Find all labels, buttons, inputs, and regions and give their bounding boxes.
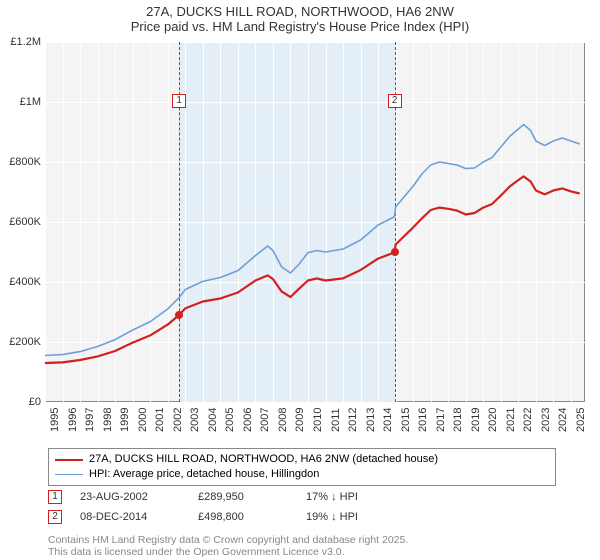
- sale-marker-2: 2: [48, 510, 62, 524]
- y-tick-label: £800K: [9, 156, 41, 168]
- x-tick-label: 2016: [417, 408, 429, 432]
- x-tick-label: 2011: [330, 408, 342, 432]
- x-tick-label: 2003: [189, 408, 201, 432]
- sale-row-2: 2 08-DEC-2014 £498,800 19% ↓ HPI: [48, 510, 556, 524]
- footnote-line-1: Contains HM Land Registry data © Crown c…: [48, 534, 408, 546]
- x-tick-label: 2020: [487, 408, 499, 432]
- x-tick-label: 1996: [67, 408, 79, 432]
- x-tick-label: 2010: [312, 408, 324, 432]
- y-tick-label: £1M: [20, 96, 41, 108]
- x-tick-label: 2001: [154, 408, 166, 432]
- x-tick-label: 2013: [365, 408, 377, 432]
- x-tick-label: 1999: [119, 408, 131, 432]
- sale-dot-1: [175, 311, 183, 319]
- footnote-line-2: This data is licensed under the Open Gov…: [48, 546, 408, 558]
- sale-dot-2: [391, 248, 399, 256]
- title-block: 27A, DUCKS HILL ROAD, NORTHWOOD, HA6 2NW…: [0, 0, 600, 34]
- legend-swatch-hpi: [55, 474, 83, 475]
- x-tick-label: 2012: [347, 408, 359, 432]
- x-tick-label: 1997: [84, 408, 96, 432]
- sale-marker-1: 1: [48, 490, 62, 504]
- x-tick-label: 2022: [522, 408, 534, 432]
- vline-marker-1: 1: [172, 94, 186, 108]
- footnote: Contains HM Land Registry data © Crown c…: [48, 534, 408, 558]
- legend-swatch-price-paid: [55, 459, 83, 461]
- sale-diff-2: 19% ↓ HPI: [306, 511, 358, 523]
- y-tick-label: £1.2M: [10, 36, 41, 48]
- x-tick-label: 1998: [102, 408, 114, 432]
- x-tick-label: 2021: [505, 408, 517, 432]
- legend-label-hpi: HPI: Average price, detached house, Hill…: [89, 467, 319, 482]
- sale-price-2: £498,800: [198, 511, 288, 523]
- x-tick-label: 2004: [207, 408, 219, 432]
- y-tick-label: £600K: [9, 216, 41, 228]
- chart-title: 27A, DUCKS HILL ROAD, NORTHWOOD, HA6 2NW: [0, 4, 600, 19]
- x-tick-label: 2015: [400, 408, 412, 432]
- x-tick-label: 2009: [294, 408, 306, 432]
- sale-date-1: 23-AUG-2002: [80, 491, 180, 503]
- x-tick-label: 2025: [575, 408, 587, 432]
- vline-marker-2: 2: [388, 94, 402, 108]
- sale-diff-1: 17% ↓ HPI: [306, 491, 358, 503]
- x-tick-label: 2008: [277, 408, 289, 432]
- x-tick-label: 2006: [242, 408, 254, 432]
- chart-area: 12 £0£200K£400K£600K£800K£1M£1.2M 199519…: [45, 42, 585, 422]
- chart-container: 27A, DUCKS HILL ROAD, NORTHWOOD, HA6 2NW…: [0, 0, 600, 560]
- y-tick-label: £0: [29, 396, 41, 408]
- sale-row-1: 1 23-AUG-2002 £289,950 17% ↓ HPI: [48, 490, 556, 504]
- legend-item-hpi: HPI: Average price, detached house, Hill…: [55, 467, 549, 482]
- legend: 27A, DUCKS HILL ROAD, NORTHWOOD, HA6 2NW…: [48, 448, 556, 486]
- x-tick-label: 2023: [540, 408, 552, 432]
- x-tick-label: 1995: [49, 408, 61, 432]
- sale-price-1: £289,950: [198, 491, 288, 503]
- x-tick-label: 2017: [435, 408, 447, 432]
- x-tick-label: 2018: [452, 408, 464, 432]
- chart-subtitle: Price paid vs. HM Land Registry's House …: [0, 19, 600, 34]
- x-tick-label: 2000: [137, 408, 149, 432]
- x-tick-label: 2002: [172, 408, 184, 432]
- series-hpi: [45, 125, 580, 356]
- x-tick-label: 2014: [382, 408, 394, 432]
- x-tick-label: 2007: [259, 408, 271, 432]
- y-tick-label: £400K: [9, 276, 41, 288]
- x-tick-label: 2024: [557, 408, 569, 432]
- x-tick-label: 2019: [470, 408, 482, 432]
- legend-item-price-paid: 27A, DUCKS HILL ROAD, NORTHWOOD, HA6 2NW…: [55, 452, 549, 467]
- series-price_paid: [45, 176, 580, 363]
- line-series-svg: [45, 42, 585, 402]
- sale-date-2: 08-DEC-2014: [80, 511, 180, 523]
- legend-label-price-paid: 27A, DUCKS HILL ROAD, NORTHWOOD, HA6 2NW…: [89, 452, 438, 467]
- y-tick-label: £200K: [9, 336, 41, 348]
- x-tick-label: 2005: [224, 408, 236, 432]
